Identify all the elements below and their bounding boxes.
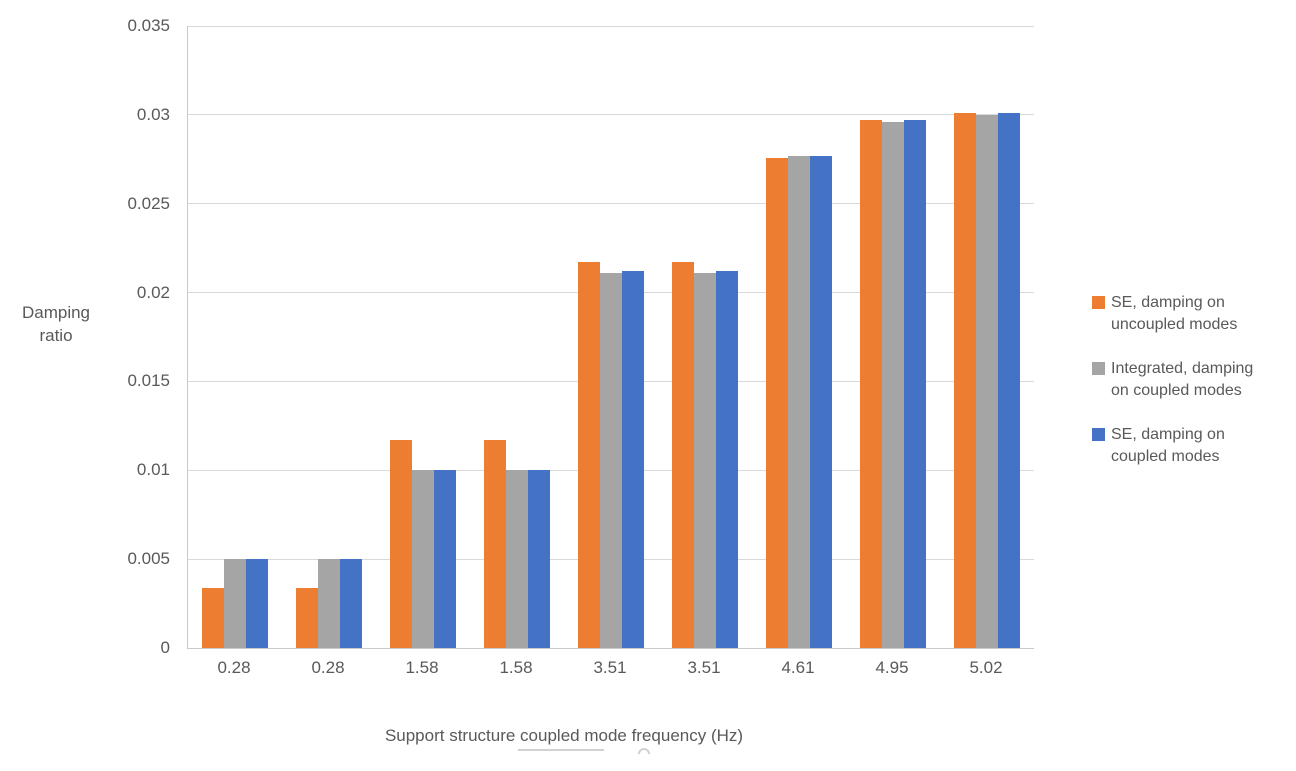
- bar: [600, 273, 622, 648]
- plot-area: [187, 25, 1034, 649]
- legend-swatch: [1092, 428, 1105, 442]
- gridline: [188, 203, 1034, 205]
- bar: [622, 271, 644, 648]
- bar: [882, 121, 904, 648]
- bar-group: [188, 26, 282, 648]
- bar-group: [564, 26, 658, 648]
- bar-group: [940, 26, 1034, 648]
- bar: [578, 262, 600, 648]
- y-tick-label: 0.025: [127, 193, 170, 213]
- x-tick-label: 4.95: [875, 658, 909, 677]
- bar: [202, 587, 224, 648]
- bar-group: [470, 26, 564, 648]
- legend-item: Integrated, damping on coupled modes: [1092, 358, 1292, 401]
- bar-group: [658, 26, 752, 648]
- bar-group: [846, 26, 940, 648]
- legend: SE, damping on uncoupled modes Integrated…: [1092, 292, 1292, 468]
- bar: [246, 559, 268, 648]
- bar: [788, 155, 810, 648]
- bar: [340, 559, 362, 648]
- bar: [528, 470, 550, 648]
- y-tick-label: 0.005: [127, 549, 170, 569]
- bar: [976, 114, 998, 648]
- bar: [766, 157, 788, 648]
- cutoff-text-artifact: [510, 747, 670, 754]
- x-tick-label: 0.28: [217, 658, 251, 677]
- x-tick-label: 5.02: [969, 658, 1003, 677]
- x-tick-label: 1.58: [405, 658, 439, 677]
- bar: [506, 470, 528, 648]
- bar-group: [282, 26, 376, 648]
- legend-label: SE, damping on uncoupled modes: [1111, 294, 1238, 333]
- x-tick-label: 3.51: [593, 658, 627, 677]
- x-tick-label: 0.28: [311, 658, 345, 677]
- y-tick-label: 0.01: [136, 460, 170, 480]
- gridline: [188, 25, 1034, 27]
- bar: [434, 470, 456, 648]
- bar: [716, 271, 738, 648]
- y-tick-label: 0: [160, 638, 170, 657]
- bar-group: [752, 26, 846, 648]
- bar: [860, 120, 882, 648]
- x-tick-label: 4.61: [781, 658, 815, 677]
- cutoff-stroke: [518, 749, 604, 751]
- x-axis-title: Support structure coupled mode frequency…: [384, 726, 744, 745]
- bar: [904, 120, 926, 648]
- bar: [998, 113, 1020, 648]
- legend-swatch: [1092, 296, 1105, 309]
- gridline: [188, 114, 1034, 116]
- bar: [484, 440, 506, 648]
- bar: [694, 273, 716, 648]
- bar: [810, 155, 832, 648]
- y-tick-label: 0.03: [136, 104, 170, 124]
- y-axis-title: Damping ratio: [21, 303, 91, 346]
- x-tick-label: 3.51: [687, 658, 721, 677]
- legend-label: Integrated, damping on coupled modes: [1111, 360, 1254, 399]
- bar: [954, 113, 976, 648]
- y-tick-label: 0.035: [127, 16, 170, 35]
- bar: [390, 440, 412, 648]
- bar: [224, 559, 246, 648]
- bar: [318, 559, 340, 648]
- legend-item: SE, damping on uncoupled modes: [1092, 292, 1292, 335]
- bar-group: [376, 26, 470, 648]
- legend-item: SE, damping on coupled modes: [1092, 424, 1292, 467]
- y-tick-label: 0.02: [136, 282, 170, 302]
- legend-swatch: [1092, 362, 1105, 376]
- bar: [672, 262, 694, 648]
- cutoff-glyph-top: [638, 748, 650, 754]
- x-tick-label: 1.58: [499, 658, 533, 677]
- bar: [296, 587, 318, 648]
- y-tick-label: 0.015: [127, 371, 170, 391]
- bar: [412, 470, 434, 648]
- legend-label: SE, damping on coupled modes: [1111, 426, 1225, 465]
